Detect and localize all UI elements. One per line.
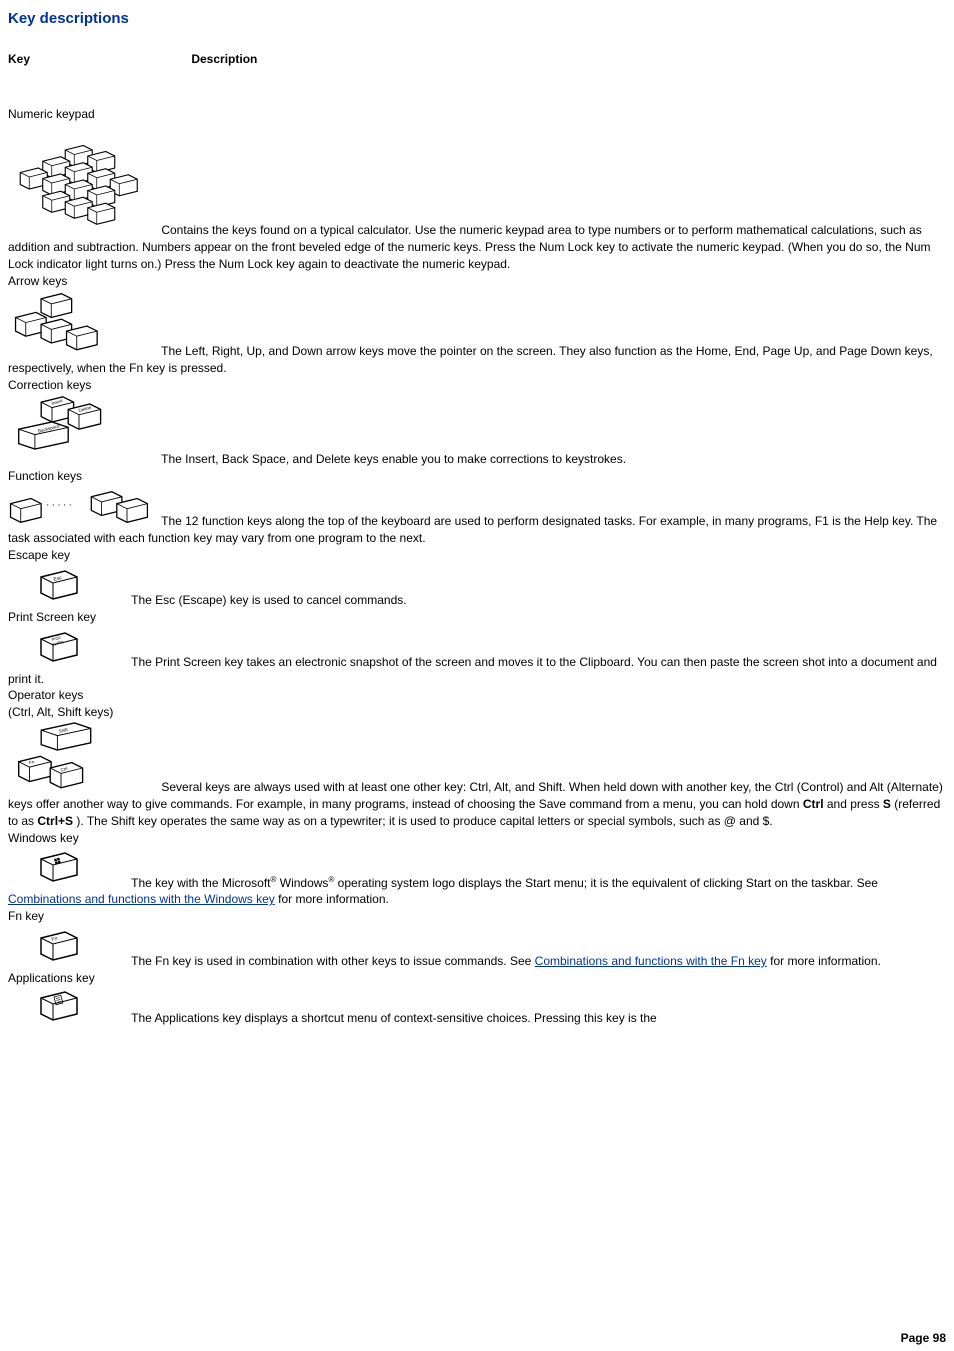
key-subname-operator: (Ctrl, Alt, Shift keys) xyxy=(8,704,946,721)
key-name-operator: Operator keys xyxy=(8,687,946,704)
desc-fn: The Fn key is used in combination with o… xyxy=(131,954,881,968)
key-name-escape: Escape key xyxy=(8,547,946,564)
entry-operator: Operator keys (Ctrl, Alt, Shift keys) Sh… xyxy=(8,687,946,829)
fn-key-link[interactable]: Combinations and functions with the Fn k… xyxy=(535,954,767,968)
key-name-function: Function keys xyxy=(8,468,946,485)
section-title: Key descriptions xyxy=(8,8,946,29)
table-header: Key Description xyxy=(8,51,946,68)
applications-key-icon xyxy=(8,987,128,1027)
key-name-numeric: Numeric keypad xyxy=(8,106,946,123)
entry-windows: Windows key The key with the Microsoft® … xyxy=(8,830,946,909)
svg-text:. . . . .: . . . . . xyxy=(46,497,71,508)
entry-escape: Escape key Esc The Esc (Escape) key is u… xyxy=(8,547,946,609)
key-name-applications: Applications key xyxy=(8,970,946,987)
key-name-fn: Fn key xyxy=(8,908,946,925)
entry-fn: Fn key Fn The Fn key is used in combinat… xyxy=(8,908,946,970)
header-key: Key xyxy=(8,51,188,68)
key-name-arrow: Arrow keys xyxy=(8,273,946,290)
desc-windows: The key with the Microsoft® Windows® ope… xyxy=(8,876,878,907)
function-keys-icon: . . . . . xyxy=(8,485,158,530)
windows-key-link[interactable]: Combinations and functions with the Wind… xyxy=(8,892,275,906)
entry-applications: Applications key The Applications key di… xyxy=(8,970,946,1027)
desc-applications: The Applications key displays a shortcut… xyxy=(131,1011,657,1025)
numeric-keypad-icon xyxy=(8,139,158,239)
escape-key-icon: Esc xyxy=(8,564,128,609)
fn-key-icon: Fn xyxy=(8,925,128,970)
entry-arrow: Arrow keys The Left, Right, Up, and Down… xyxy=(8,273,946,377)
key-name-correction: Correction keys xyxy=(8,377,946,394)
header-description: Description xyxy=(191,51,257,68)
desc-printscreen: The Print Screen key takes an electronic… xyxy=(8,655,937,686)
key-name-printscreen: Print Screen key xyxy=(8,609,946,626)
desc-correction: The Insert, Back Space, and Delete keys … xyxy=(161,453,626,467)
arrow-keys-icon xyxy=(8,290,158,360)
windows-key-icon xyxy=(8,846,128,891)
entry-printscreen: Print Screen key PrtSc SysRq The Print S… xyxy=(8,609,946,688)
entry-correction: Correction keys Insert Delete Backspace … xyxy=(8,377,946,469)
entry-function: Function keys . . . . . The 12 function … xyxy=(8,468,946,547)
entry-numeric: Numeric keypad Contains the keys found o… xyxy=(8,106,946,273)
printscreen-key-icon: PrtSc SysRq xyxy=(8,626,128,671)
operator-keys-icon: Shift Fn Ctrl xyxy=(8,721,158,796)
page-number: Page 98 xyxy=(901,1330,946,1347)
correction-keys-icon: Insert Delete Backspace xyxy=(8,393,158,468)
desc-escape: The Esc (Escape) key is used to cancel c… xyxy=(131,593,406,607)
key-name-windows: Windows key xyxy=(8,830,946,847)
